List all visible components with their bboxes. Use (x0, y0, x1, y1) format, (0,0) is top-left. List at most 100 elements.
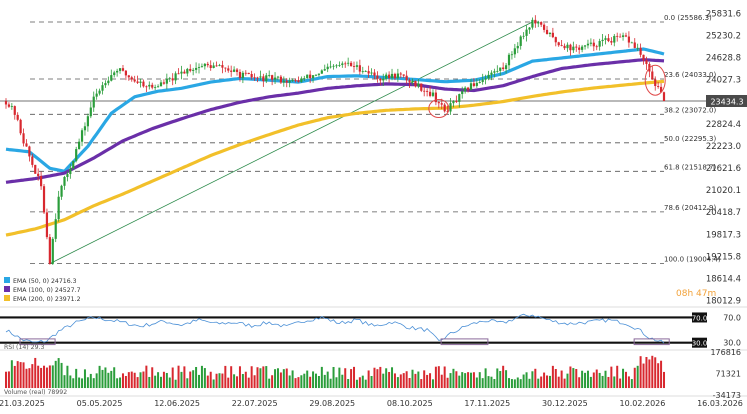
x-tick-label: 16.03.2026 (697, 399, 743, 408)
volume-bar (180, 371, 183, 389)
volume-bar (455, 371, 458, 389)
candle-body (610, 41, 613, 43)
candle-body (218, 65, 221, 66)
volume-bar (563, 378, 566, 389)
volume-bar (250, 366, 253, 389)
volume-bar (130, 371, 133, 389)
candle-body (16, 114, 19, 120)
candle-body (241, 72, 244, 78)
volume-bar (654, 357, 657, 389)
candle-body (496, 70, 499, 72)
candle-body (367, 71, 370, 74)
volume-bar (510, 379, 513, 389)
candle-body (314, 74, 318, 76)
candle-body (215, 65, 218, 67)
volume-bar (86, 377, 89, 389)
candle-body (399, 73, 402, 75)
y-tick-label: 18614.4 (706, 274, 741, 284)
volume-bar (586, 370, 589, 389)
x-tick-label: 12.06.2025 (154, 399, 200, 408)
current-price-tag (706, 94, 747, 107)
volume-bar (221, 373, 224, 389)
volume-bar (481, 378, 484, 389)
volume-bar (119, 377, 122, 389)
volume-bar (177, 365, 180, 389)
volume-bar (645, 356, 648, 389)
volume-bar (355, 379, 358, 389)
candle-body (537, 22, 540, 24)
candle-body (657, 86, 660, 87)
volume-bar (376, 369, 379, 389)
volume-bar (613, 376, 616, 389)
candle-body (101, 85, 104, 91)
candle-body (466, 87, 470, 90)
candle-body (531, 19, 534, 28)
x-tick-label: 22.07.2025 (232, 399, 278, 408)
volume-bar (508, 378, 511, 389)
candle-body (455, 101, 458, 102)
candle-body (540, 22, 543, 25)
candle-body (4, 101, 8, 105)
volume-bar (627, 376, 630, 389)
volume-bar (110, 370, 113, 389)
volume-bar (584, 372, 587, 389)
candle-body (326, 66, 329, 70)
candle-body (642, 54, 645, 61)
candle-body (142, 81, 145, 87)
volume-bar (274, 369, 277, 389)
volume-axis-label: 71321 (716, 370, 741, 379)
candle-body (592, 42, 595, 47)
volume-bar (136, 377, 139, 389)
candle-body (548, 32, 552, 34)
candle-body (212, 65, 215, 68)
candle-body (273, 77, 277, 80)
candle-body (542, 24, 546, 30)
volume-bar (101, 369, 104, 389)
candle-body (659, 86, 663, 93)
volume-bar (461, 372, 464, 389)
candle-body (589, 42, 592, 44)
rsi-legend-label: RSI (14) 29.3 (4, 344, 45, 351)
fib-level-label: 100.0 (19004.4) (664, 256, 721, 264)
candle-body (317, 73, 321, 75)
candle-body (519, 36, 522, 46)
volume-bar (458, 375, 461, 389)
candle-body (271, 75, 274, 80)
candle-body (124, 70, 128, 76)
volume-bar (233, 374, 236, 389)
volume-bar (551, 365, 554, 389)
candle-body (364, 71, 367, 72)
candle-body (39, 176, 43, 187)
volume-bar (72, 378, 75, 389)
volume-bar (198, 374, 201, 389)
volume-bar (630, 379, 633, 389)
candle-body (51, 238, 54, 264)
volume-bar (440, 374, 443, 389)
volume-bar (502, 365, 505, 389)
candle-body (487, 74, 490, 79)
candle-body (525, 29, 528, 36)
candle-body (420, 83, 423, 91)
candle-body (507, 54, 511, 66)
volume-bar (154, 375, 157, 389)
volume-bar (522, 374, 525, 389)
candle-body (253, 77, 256, 79)
volume-bar (420, 379, 423, 389)
rsi-highlight-box (19, 338, 56, 346)
candle-body (619, 36, 622, 38)
volume-bar (171, 367, 174, 389)
volume-bar (385, 368, 388, 389)
volume-bar (469, 372, 472, 389)
candle-body (177, 73, 180, 75)
candle-body (69, 168, 72, 175)
volume-bar (157, 372, 160, 389)
volume-bar (92, 378, 95, 389)
candle-body (78, 141, 81, 150)
volume-bar (619, 378, 622, 389)
volume-bar (241, 374, 244, 389)
volume-bar (309, 376, 312, 389)
volume-bar (200, 365, 203, 389)
volume-bar (116, 378, 119, 389)
volume-bar (358, 377, 361, 389)
candle-body (423, 90, 426, 92)
